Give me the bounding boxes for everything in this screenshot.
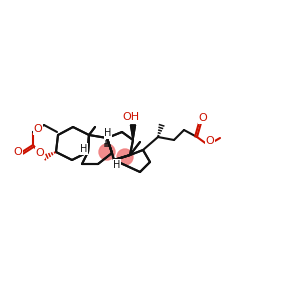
Text: O: O	[206, 136, 214, 146]
Text: O: O	[36, 148, 44, 158]
Text: H: H	[80, 144, 88, 154]
Circle shape	[99, 144, 115, 160]
Circle shape	[117, 149, 133, 165]
Text: OH: OH	[122, 112, 140, 122]
Text: H: H	[113, 160, 121, 170]
Text: O: O	[199, 113, 207, 123]
Text: O: O	[14, 147, 22, 157]
Polygon shape	[130, 125, 136, 140]
Text: H: H	[104, 128, 112, 138]
Text: O: O	[34, 124, 42, 134]
Polygon shape	[130, 125, 136, 140]
